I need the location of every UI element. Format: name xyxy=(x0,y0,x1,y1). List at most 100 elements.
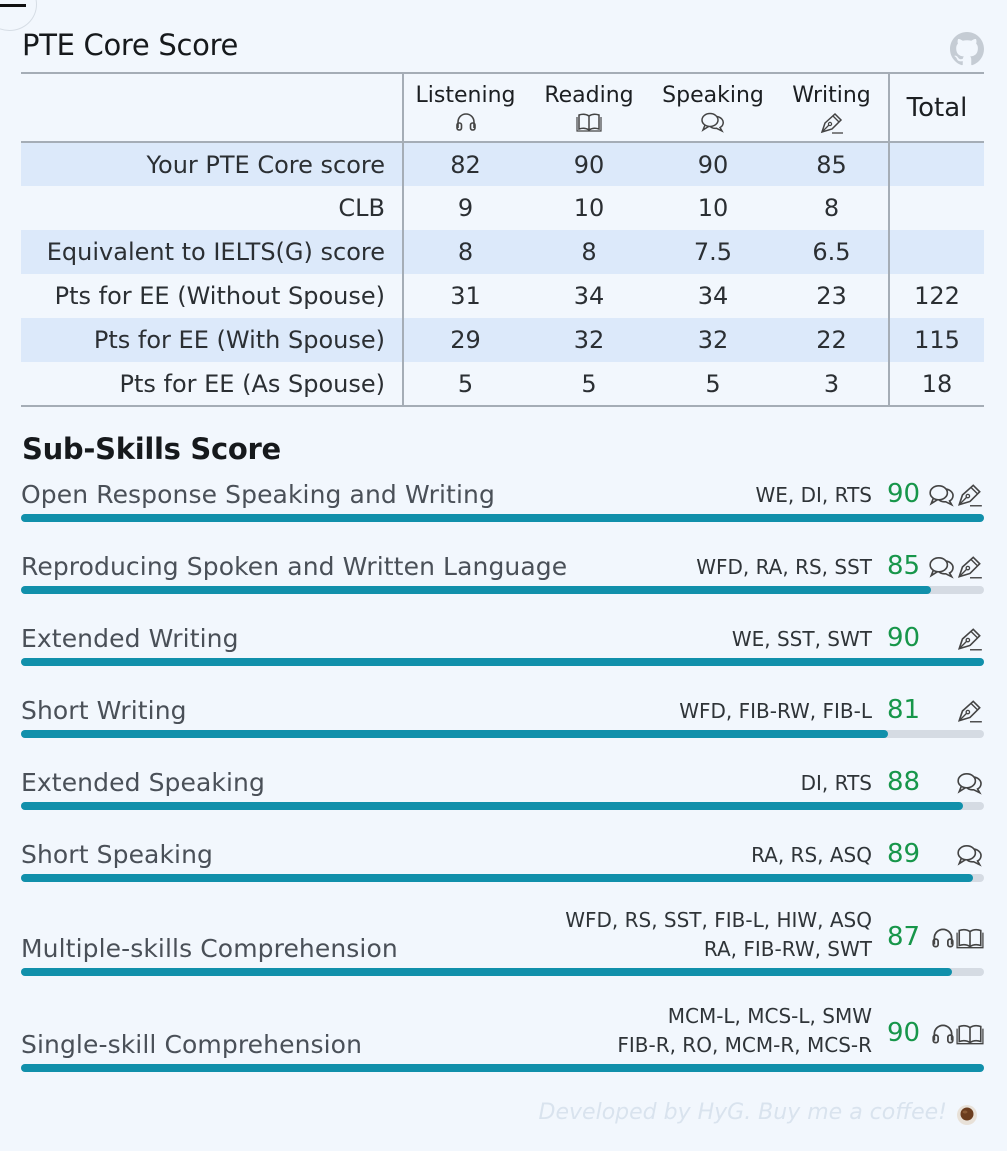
skill-name: Short Writing xyxy=(21,696,187,725)
table-header-row: Listening Reading Speaking Writing Total xyxy=(21,73,984,142)
score-cell: 90 xyxy=(573,150,605,179)
score-cell: 23 xyxy=(775,274,890,318)
skill-score: 87 xyxy=(887,922,921,952)
row-label: Equivalent to IELTS(G) score xyxy=(21,230,404,274)
score-cell: 8 xyxy=(581,238,597,266)
github-icon[interactable] xyxy=(950,32,984,66)
score-cell: 5 xyxy=(457,369,474,398)
progress-track xyxy=(21,658,984,666)
score-cell: 34 xyxy=(697,282,729,310)
total-cell xyxy=(889,142,984,186)
header-empty-cell xyxy=(21,73,404,142)
menu-dash[interactable] xyxy=(0,4,26,7)
score-cell: 10 xyxy=(573,194,605,222)
sub-skills-title: Sub-Skills Score xyxy=(22,432,281,466)
score-cell: 85 xyxy=(775,142,890,186)
skill-codes: DI, RTS xyxy=(801,769,872,798)
score-cell: 31 xyxy=(450,282,481,310)
header-label: Writing xyxy=(792,83,871,108)
skill-codes-line: RA, RS, ASQ xyxy=(751,843,872,867)
skill-icons xyxy=(924,925,984,953)
header-total: Total xyxy=(906,92,968,123)
skill-codes-line: WE, SST, SWT xyxy=(731,627,872,651)
score-cell: 82 xyxy=(450,150,481,179)
score-cell: 3 xyxy=(775,362,890,406)
page-title: PTE Core Score xyxy=(22,28,239,62)
progress-track xyxy=(21,874,984,882)
table-row: Equivalent to IELTS(G) score 8 8 7.5 6.5 xyxy=(21,230,984,274)
skill-score: 90 xyxy=(887,479,921,509)
score-cell: 8 xyxy=(775,186,890,230)
skill-name: Reproducing Spoken and Written Language xyxy=(21,552,568,581)
header-reading: Reading xyxy=(527,73,651,142)
header-label: Speaking xyxy=(662,83,764,108)
skill-codes-line: WFD, RS, SST, FIB-L, HIW, ASQ xyxy=(565,908,872,932)
progress-track xyxy=(21,730,984,738)
total-cell: 115 xyxy=(914,326,960,354)
skill-score: 90 xyxy=(887,623,921,653)
pen-icon xyxy=(957,556,982,579)
table-row: Pts for EE (With Spouse) 29 32 32 22 115 xyxy=(21,318,984,362)
table-row: CLB 9 10 10 8 xyxy=(21,186,984,230)
progress-fill xyxy=(21,514,984,522)
score-cell: 10 xyxy=(697,194,729,222)
chat-icon xyxy=(701,112,724,133)
skill-codes: MCM-L, MCS-L, SMW FIB-R, RO, MCM-R, MCS-R xyxy=(617,1002,872,1060)
headphones-icon xyxy=(455,113,476,131)
row-label: Your PTE Core score xyxy=(21,142,404,186)
row-label: Pts for EE (Without Spouse) xyxy=(21,274,404,318)
score-cell: 5 xyxy=(581,369,597,398)
progress-fill xyxy=(21,874,974,882)
progress-track xyxy=(21,1064,984,1072)
skill-score: 88 xyxy=(887,767,921,797)
skill-codes-line: FIB-R, RO, MCM-R, MCS-R xyxy=(617,1033,872,1057)
score-cell: 29 xyxy=(450,326,481,354)
pen-icon xyxy=(957,700,982,723)
skill-name: Extended Speaking xyxy=(21,768,265,797)
row-label: Pts for EE (As Spouse) xyxy=(21,362,404,406)
skill-codes-line: RA, FIB-RW, SWT xyxy=(703,937,872,961)
skill-icons xyxy=(924,698,984,726)
skill-icons xyxy=(924,842,984,870)
book-icon xyxy=(576,113,602,132)
skill-name: Single-skill Comprehension xyxy=(21,1030,363,1059)
skill-score: 90 xyxy=(887,1018,921,1048)
skill-score: 81 xyxy=(887,695,921,725)
skill-codes: WFD, RA, RS, SST xyxy=(696,553,872,582)
score-cell: 8 xyxy=(457,238,474,266)
progress-fill xyxy=(21,730,888,738)
skill-icons xyxy=(924,770,984,798)
score-cell: 6.5 xyxy=(775,230,890,274)
skill-score: 89 xyxy=(887,839,921,869)
skill-icons xyxy=(924,1021,984,1049)
skill-codes-line: MCM-L, MCS-L, SMW xyxy=(667,1004,872,1028)
core-score-table: Listening Reading Speaking Writing Total… xyxy=(21,72,984,407)
skill-name: Open Response Speaking and Writing xyxy=(21,480,495,509)
skill-codes-line: WE, DI, RTS xyxy=(755,483,873,507)
progress-track xyxy=(21,514,984,522)
progress-fill xyxy=(21,1064,984,1072)
progress-track xyxy=(21,586,984,594)
skill-icons xyxy=(924,626,984,654)
skill-codes: RA, RS, ASQ xyxy=(751,841,872,870)
total-cell: 122 xyxy=(914,282,960,310)
book-icon xyxy=(956,928,984,949)
skill-codes: WE, SST, SWT xyxy=(732,625,872,654)
skill-codes-line: DI, RTS xyxy=(800,771,872,795)
score-cell: 22 xyxy=(775,318,890,362)
coffee-icon[interactable] xyxy=(955,1103,979,1127)
headphones-icon xyxy=(932,1024,954,1044)
skill-codes: WFD, RS, SST, FIB-L, HIW, ASQ RA, FIB-RW,… xyxy=(565,906,872,964)
header-listening: Listening xyxy=(403,73,527,142)
footer-credit[interactable]: Developed by HyG. Buy me a coffee! xyxy=(538,1100,947,1125)
score-cell: 32 xyxy=(573,326,605,354)
skill-codes: WFD, FIB-RW, FIB-L xyxy=(679,697,872,726)
pen-icon xyxy=(957,484,982,507)
row-label: CLB xyxy=(21,186,404,230)
score-cell: 7.5 xyxy=(693,238,733,266)
total-cell xyxy=(889,186,984,230)
table-row: Pts for EE (As Spouse) 5 5 5 3 18 xyxy=(21,362,984,406)
score-cell: 9 xyxy=(457,194,474,222)
skill-name: Multiple-skills Comprehension xyxy=(21,934,398,963)
progress-track xyxy=(21,802,984,810)
